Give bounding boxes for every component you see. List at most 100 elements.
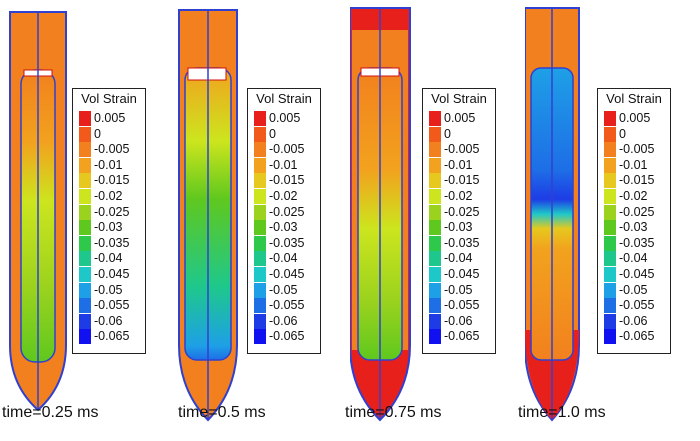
legend-swatch	[79, 235, 91, 251]
legend-tick-label: -0.02	[619, 189, 648, 203]
legend-swatch	[604, 282, 616, 298]
legend-tick-label: -0.045	[444, 267, 480, 281]
legend-tick-label: -0.055	[444, 298, 480, 313]
legend-swatch	[429, 142, 441, 158]
legend-swatch	[429, 298, 441, 314]
legend-tick-label: -0.005	[94, 142, 130, 157]
legend-tick-label: -0.05	[619, 282, 648, 297]
legend-swatch	[604, 298, 616, 314]
legend-tick-label: -0.005	[619, 142, 655, 157]
strain-contour-4	[525, 7, 580, 422]
legend-1: Vol Strain 0.005 0 -0.005 -0.01 -0.015 -0.02-…	[72, 88, 146, 354]
legend-swatch	[429, 251, 441, 267]
legend-swatch	[429, 220, 441, 236]
time-caption-1: time=0.25 ms	[2, 404, 99, 421]
legend-swatch	[604, 204, 616, 220]
legend-swatch	[79, 329, 91, 345]
legend-tick-label: -0.06	[94, 313, 123, 328]
legend-tick-label: 0	[444, 126, 451, 141]
legend-swatch	[254, 267, 266, 282]
legend-tick-label: 0	[619, 126, 626, 141]
legend-2: Vol Strain 0.005 0 -0.005 -0.01 -0.015 -0.02-…	[247, 88, 321, 354]
legend-tick-label: -0.01	[619, 157, 648, 172]
legend-tick-label: -0.015	[94, 173, 130, 188]
legend-tick-label: -0.05	[444, 282, 473, 297]
legend-tick-label: -0.035	[619, 235, 655, 250]
legend-tick-label: -0.03	[269, 220, 298, 235]
legend-swatch	[79, 251, 91, 267]
legend-swatch	[79, 267, 91, 282]
legend-swatch	[79, 298, 91, 314]
legend-swatch	[604, 313, 616, 329]
legend-tick-label: -0.005	[444, 142, 480, 157]
legend-tick-label: -0.005	[269, 142, 305, 157]
legend-tick-label: -0.01	[269, 157, 298, 172]
legend-swatch	[429, 173, 441, 189]
legend-swatch	[79, 313, 91, 329]
legend-tick-label: -0.02	[269, 189, 298, 203]
strain-contour-1	[9, 11, 67, 412]
legend-swatch	[254, 251, 266, 267]
legend-swatch	[254, 298, 266, 314]
time-caption-2: time=0.5 ms	[178, 404, 266, 421]
legend-swatch	[604, 189, 616, 204]
legend-swatch	[429, 329, 441, 345]
legend-tick-label: -0.065	[444, 329, 480, 344]
legend-swatch	[79, 157, 91, 173]
legend-tick-label: -0.035	[269, 235, 305, 250]
legend-swatch	[79, 282, 91, 298]
legend-tick-label: 0	[269, 126, 276, 141]
legend-swatch	[429, 157, 441, 173]
legend-tick-label: -0.025	[444, 204, 480, 219]
time-caption-3: time=0.75 ms	[345, 404, 442, 421]
legend-tick-label: -0.04	[269, 251, 298, 266]
legend-tick-label: -0.065	[269, 329, 305, 344]
legend-title: Vol Strain	[256, 91, 312, 106]
legend-swatch	[429, 313, 441, 329]
legend-tick-label: -0.025	[94, 204, 130, 219]
legend-tick-label: -0.06	[619, 313, 648, 328]
legend-tick-label: -0.05	[269, 282, 298, 297]
legend-swatch	[604, 157, 616, 173]
legend-swatch	[254, 313, 266, 329]
legend-swatch	[429, 111, 441, 126]
legend-tick-label: -0.015	[619, 173, 655, 188]
legend-tick-label: 0.005	[94, 111, 126, 125]
legend-swatch	[79, 111, 91, 126]
legend-swatch	[604, 329, 616, 345]
legend-tick-label: -0.055	[94, 298, 130, 313]
legend-tick-label: -0.04	[444, 251, 473, 266]
legend-tick-label: -0.045	[619, 267, 655, 281]
legend-title: Vol Strain	[431, 91, 487, 106]
legend-swatch	[604, 126, 616, 142]
legend-tick-label: -0.025	[269, 204, 305, 219]
legend-tick-label: -0.04	[619, 251, 648, 266]
legend-tick-label: 0.005	[619, 111, 651, 125]
legend-tick-label: -0.045	[94, 267, 130, 281]
legend-tick-label: -0.035	[444, 235, 480, 250]
legend-swatch	[254, 329, 266, 345]
strain-contour-3	[350, 7, 411, 422]
legend-swatch	[429, 204, 441, 220]
legend-swatch	[604, 267, 616, 282]
legend-swatch	[254, 173, 266, 189]
legend-tick-label: -0.055	[619, 298, 655, 313]
legend-swatch	[79, 204, 91, 220]
legend-3: Vol Strain 0.005 0 -0.005 -0.01 -0.015 -0.02-…	[422, 88, 496, 354]
legend-swatch	[254, 189, 266, 204]
legend-swatch	[254, 142, 266, 158]
strain-contour-2	[178, 9, 238, 422]
legend-swatch	[429, 189, 441, 204]
legend-tick-label: -0.055	[269, 298, 305, 313]
legend-swatch	[254, 282, 266, 298]
legend-tick-label: -0.025	[619, 204, 655, 219]
legend-4: Vol Strain 0.005 0 -0.005 -0.01 -0.015 -0.02-…	[597, 88, 671, 354]
legend-swatch	[604, 220, 616, 236]
legend-tick-label: -0.01	[444, 157, 473, 172]
legend-swatch	[254, 126, 266, 142]
legend-swatch	[604, 173, 616, 189]
legend-swatch	[604, 235, 616, 251]
panel-4: Vol Strain 0.005 0 -0.005 -0.01 -0.015 -0.02-…	[518, 0, 700, 441]
legend-swatch	[79, 189, 91, 204]
legend-swatch	[254, 220, 266, 236]
